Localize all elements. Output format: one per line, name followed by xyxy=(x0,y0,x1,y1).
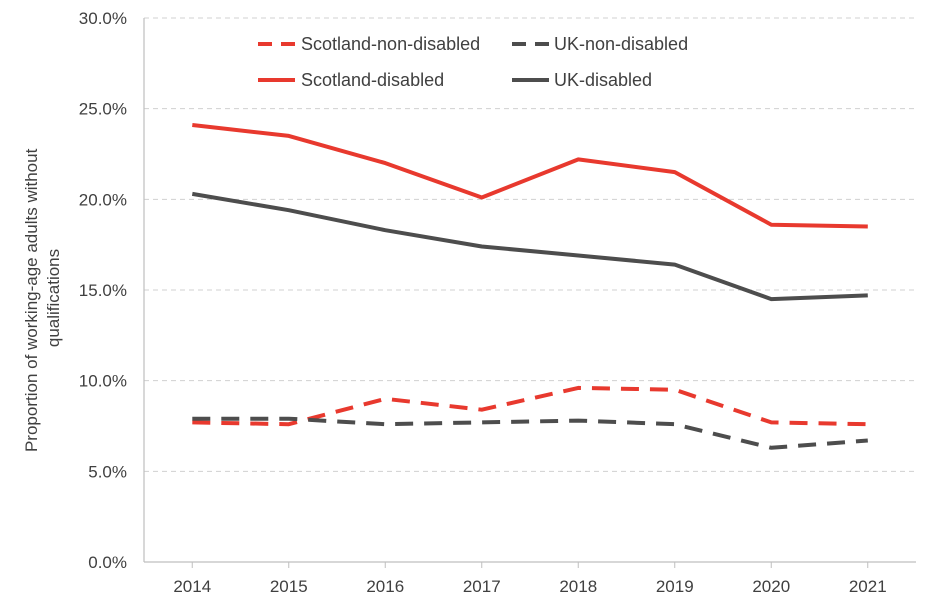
x-tick-label: 2018 xyxy=(559,577,597,596)
y-tick-label: 25.0% xyxy=(79,100,127,119)
legend-label-uk-disabled: UK-disabled xyxy=(554,70,652,90)
legend-label-scotland-non-disabled: Scotland-non-disabled xyxy=(301,34,480,54)
x-tick-label: 2016 xyxy=(366,577,404,596)
x-tick-label: 2015 xyxy=(270,577,308,596)
legend: Scotland-non-disabled UK-non-disabled Sc… xyxy=(258,34,688,90)
y-tick-label: 20.0% xyxy=(79,190,127,209)
y-axis-label-line-1: Proportion of working-age adults without xyxy=(22,148,41,452)
y-tick-label: 0.0% xyxy=(88,553,127,572)
y-tick-label: 10.0% xyxy=(79,372,127,391)
x-tick-label: 2014 xyxy=(173,577,211,596)
legend-label-uk-non-disabled: UK-non-disabled xyxy=(554,34,688,54)
series-line-uk-disabled xyxy=(191,191,868,302)
y-axis-label-line-2: qualifications xyxy=(44,249,63,347)
y-axis-label: Proportion of working-age adults without… xyxy=(22,144,63,452)
y-tick-label: 15.0% xyxy=(79,281,127,300)
x-tick-label: 2019 xyxy=(656,577,694,596)
y-tick-label: 30.0% xyxy=(79,9,127,28)
gridlines xyxy=(144,17,916,472)
y-tick-labels: 0.0% 5.0% 10.0% 15.0% 20.0% 25.0% 30.0% xyxy=(79,9,127,572)
series-line-uk-non-disabled xyxy=(192,416,868,450)
x-tick-label: 2020 xyxy=(752,577,790,596)
x-tick-label: 2021 xyxy=(849,577,887,596)
x-tick-labels: 2014 2015 2016 2017 2018 2019 2020 2021 xyxy=(173,562,887,596)
x-tick-label: 2017 xyxy=(463,577,501,596)
series-line-scotland-disabled xyxy=(192,123,868,229)
series-lines xyxy=(191,123,868,450)
y-tick-label: 5.0% xyxy=(88,462,127,481)
legend-label-scotland-disabled: Scotland-disabled xyxy=(301,70,444,90)
